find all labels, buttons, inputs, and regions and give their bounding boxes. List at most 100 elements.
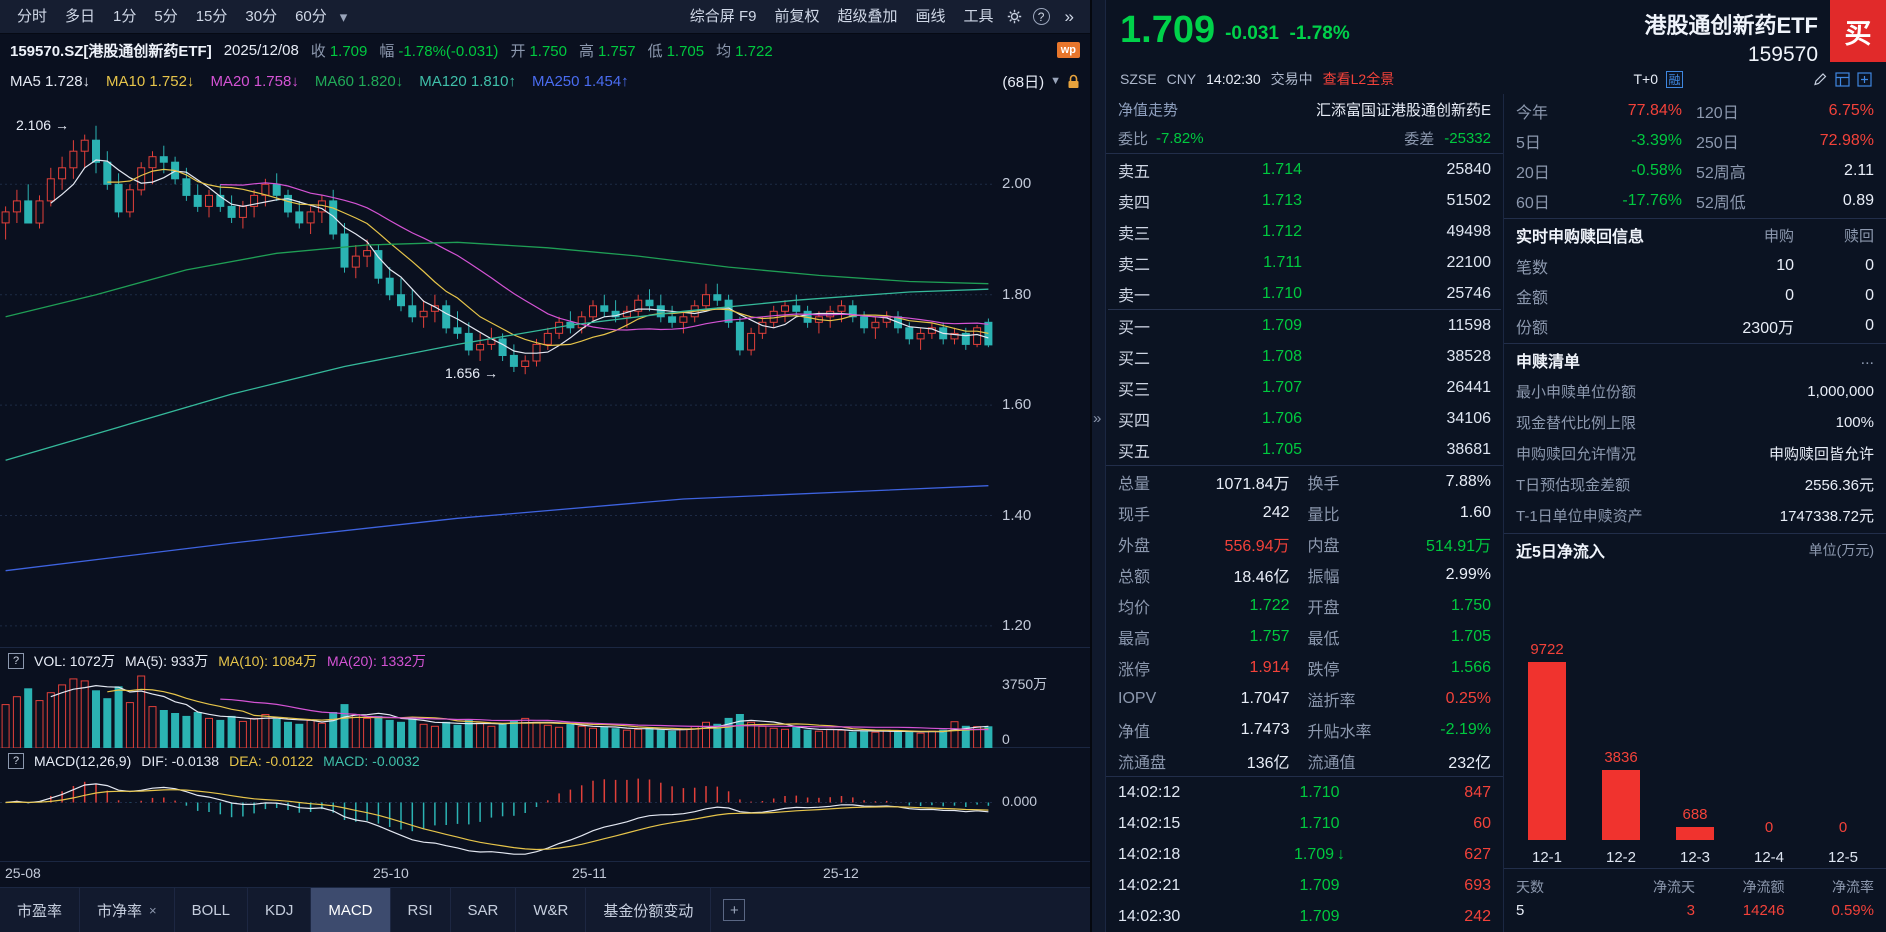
orderbook-row[interactable]: 卖三 1.712 49498 [1118, 222, 1491, 243]
flow-bar-value: 3836 [1604, 749, 1638, 766]
tick-row: 14:02:21 1.709 693 [1118, 876, 1491, 894]
indicator-tab-W&R[interactable]: W&R [516, 888, 587, 932]
add-indicator-button[interactable]: + [723, 899, 746, 921]
ma-indicator-MA60: MA60 1.820↓ [314, 72, 404, 90]
vol-ma5-value: 933万 [170, 653, 209, 669]
ma-indicator-MA20: MA20 1.758↓ [210, 72, 299, 90]
stats-row: 流通盘 136亿 流通值 232亿 [1118, 754, 1491, 772]
collapse-handle[interactable]: » [1092, 0, 1106, 932]
help-icon[interactable]: ? [1032, 8, 1050, 25]
ma-indicator-bar: MA5 1.728↓ MA10 1.752↓ MA20 1.758↓ MA60 1.8… [0, 66, 1090, 96]
orderbook-row[interactable]: 买四 1.706 34106 [1118, 409, 1491, 430]
period-tab-3[interactable]: 5分 [154, 7, 178, 25]
quote-field: 均 1.722 [716, 42, 773, 60]
orderbook-row[interactable]: 买一 1.709 11598 [1118, 316, 1491, 337]
period-tab-2[interactable]: 1分 [113, 7, 137, 25]
chart-section: 分时 多日 1分 5分 15分 30分 60分 ▾ 综合屏 F9 前复权 超级叠加 画线 工具 ? … [0, 0, 1090, 932]
indicator-help-icon[interactable]: ? [8, 653, 24, 669]
volume-chart[interactable]: 3750万 0 [0, 674, 1090, 748]
indicator-tab-BOLL[interactable]: BOLL [175, 888, 248, 932]
weicha-value: -25332 [1444, 130, 1491, 147]
l2-link[interactable]: 查看L2全景 [1322, 71, 1395, 87]
period-tab-4[interactable]: 15分 [195, 7, 228, 25]
kline-chart-canvas[interactable] [0, 96, 994, 648]
gear-icon[interactable] [1007, 9, 1022, 24]
chevron-down-icon[interactable]: ▾ [339, 8, 348, 26]
wp-badge-icon[interactable]: wp [1056, 42, 1080, 58]
indicator-tab-基金份额变动[interactable]: 基金份额变动 [586, 888, 712, 932]
y-axis-label: 2.00 [1002, 175, 1032, 192]
subscription-title: 实时申购赎回信息 [1516, 229, 1645, 246]
redemption-row: 最小申赎单位份额 1,000,000 [1516, 383, 1874, 401]
orderbook-row[interactable]: 卖一 1.710 25746 [1118, 284, 1491, 305]
buy-button[interactable]: 买 [1830, 0, 1886, 62]
period-tab-0[interactable]: 分时 [17, 7, 48, 25]
macd-label: MACD(12,26,9) [34, 753, 132, 769]
tick-list: 14:02:12 1.710 847 14:02:15 1.710 60 14:02:18 1… [1106, 776, 1503, 932]
subscription-title-row: 实时申购赎回信息 申购 赎回 [1504, 219, 1886, 251]
indicator-tabs: 市盈率 市净率 × BOLL KDJ MACD RSI SAR W&R 基金份额变动 [0, 888, 712, 932]
dropdown-icon[interactable]: ▼ [1050, 75, 1061, 87]
macd-chart[interactable]: 0.000 [0, 774, 1090, 862]
orderbook-row[interactable]: 买三 1.707 26441 [1118, 378, 1491, 399]
fund-flow-chart: 9722 12-1 3836 12-2 688 12-3 0 12-4 0 12-5 [1504, 566, 1886, 868]
tick-row: 14:02:15 1.710 60 [1118, 814, 1491, 832]
close-icon[interactable]: × [149, 902, 157, 918]
macd-chart-canvas[interactable] [0, 774, 994, 862]
dea-value: -0.0122 [265, 753, 314, 769]
tick-row: 14:02:12 1.710 847 [1118, 783, 1491, 801]
indicator-help-icon[interactable]: ? [8, 753, 24, 769]
flow-footer-cell: 净流额 14246 [1742, 879, 1785, 919]
orderbook-row[interactable]: 买五 1.705 38681 [1118, 440, 1491, 461]
lock-icon[interactable] [1067, 74, 1080, 89]
indicator-tab-KDJ[interactable]: KDJ [248, 888, 312, 932]
ma-period-selector[interactable]: (68日) [1002, 73, 1045, 91]
nav-trend-link[interactable]: 净值走势 [1118, 101, 1179, 119]
period-tab-5[interactable]: 30分 [245, 7, 278, 25]
more-ellipsis[interactable]: ... [1860, 351, 1874, 368]
redemption-row: 申购赎回允许情况 申购赎回皆允许 [1516, 446, 1874, 463]
ma-indicator-MA250: MA250 1.454↑ [531, 72, 629, 90]
quote-header: 1.709 -0.031 -1.78% 港股通创新药ETF 159570 买 [1106, 0, 1886, 66]
security-code: 159570 [1747, 43, 1818, 66]
more-icon[interactable]: » [1064, 6, 1074, 26]
add-panel-icon[interactable] [1857, 71, 1872, 87]
vol-label: VOL: [34, 653, 66, 669]
pencil-icon[interactable] [1813, 72, 1828, 87]
ma-indicator-MA10: MA10 1.752↓ [106, 72, 195, 90]
toolbar-tool-1[interactable]: 前复权 [774, 7, 820, 25]
info-column: 今年 77.84% 120日 6.75% 5日 -3.39% 250日 72.98% 20日 -0… [1504, 94, 1886, 932]
stats-row: 均价 1.722 开盘 1.750 [1118, 596, 1491, 617]
toolbar-tool-4[interactable]: 工具 [963, 7, 994, 25]
toolbar-tools: 综合屏 F9 前复权 超级叠加 画线 工具 [681, 0, 1003, 34]
period-tab-1[interactable]: 多日 [65, 7, 96, 25]
flow-bar-category: 12-3 [1679, 849, 1711, 866]
buy-orders: 买一 1.709 11598 买二 1.708 38528 买三 1.707 26441 买四 1.… [1106, 310, 1503, 465]
toolbar-tool-0[interactable]: 综合屏 F9 [689, 7, 757, 25]
vol-ma20-value: 1332万 [380, 653, 426, 669]
kline-chart[interactable]: 2.00 1.80 1.60 1.40 1.20 2.106 → 1.656 → [0, 96, 1090, 648]
volume-chart-canvas[interactable] [0, 674, 994, 748]
indicator-tab-市盈率[interactable]: 市盈率 [0, 888, 81, 932]
returns-row: 今年 77.84% 120日 6.75% [1516, 102, 1874, 122]
fund-flow-unit: 单位(万元) [1808, 542, 1874, 558]
subscription-row: 份额 2300万 0 [1516, 317, 1874, 337]
orderbook-row[interactable]: 卖五 1.714 25840 [1118, 160, 1491, 181]
flow-footer-cell: 净流率 0.59% [1831, 879, 1874, 919]
orderbook-row[interactable]: 买二 1.708 38528 [1118, 347, 1491, 368]
orderbook-row[interactable]: 卖四 1.713 51502 [1118, 191, 1491, 212]
orderbook-row[interactable]: 卖二 1.711 22100 [1118, 253, 1491, 274]
indicator-tab-SAR[interactable]: SAR [451, 888, 517, 932]
indicator-tab-市净率[interactable]: 市净率 × [80, 888, 175, 932]
dif-label: DIF: [141, 753, 168, 769]
panel-layout-icon[interactable] [1835, 71, 1850, 87]
flow-bar [1602, 770, 1640, 840]
flow-footer-cell: 净流天 3 [1653, 879, 1695, 919]
period-tab-6[interactable]: 60分 [295, 7, 327, 25]
sell-orders: 卖五 1.714 25840 卖四 1.713 51502 卖三 1.712 49498 卖二 1.… [1106, 154, 1503, 309]
indicator-tab-RSI[interactable]: RSI [391, 888, 451, 932]
indicator-tab-MACD[interactable]: MACD [311, 888, 391, 932]
toolbar-tool-3[interactable]: 画线 [915, 7, 946, 25]
toolbar-tool-2[interactable]: 超级叠加 [837, 7, 898, 25]
ma-values: MA5 1.728↓ MA10 1.752↓ MA20 1.758↓ MA60 1.8… [10, 73, 629, 90]
